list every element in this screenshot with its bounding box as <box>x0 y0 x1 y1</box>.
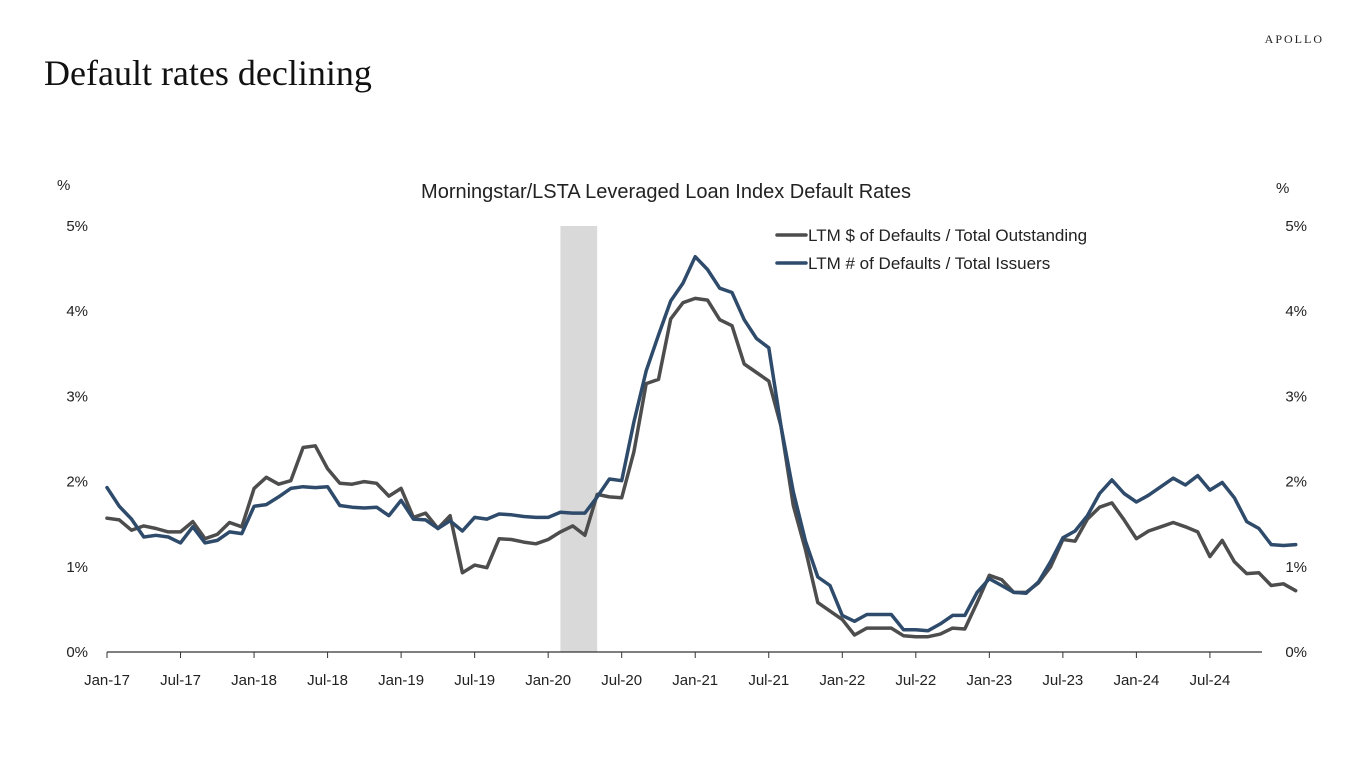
x-tick-label: Jul-24 <box>1189 672 1230 689</box>
recession-shade <box>560 226 598 652</box>
y-tick-label-right: 2% <box>1285 474 1307 491</box>
x-tick-label: Jan-24 <box>1113 672 1159 689</box>
series-line-1 <box>105 296 1298 639</box>
x-tick-label: Jul-17 <box>160 672 201 689</box>
x-tick-label: Jan-18 <box>231 672 277 689</box>
x-tick-label: Jan-23 <box>966 672 1012 689</box>
chart-lines <box>105 254 1298 639</box>
legend: LTM $ of Defaults / Total Outstanding LTM… <box>775 226 1087 273</box>
x-tick-label: Jul-19 <box>454 672 495 689</box>
x-tick-label: Jul-22 <box>895 672 936 689</box>
series-line-2 <box>105 254 1298 633</box>
y-tick-label-left: 2% <box>66 474 88 491</box>
y-unit-right: % <box>1276 180 1289 197</box>
page-title: Default rates declining <box>44 53 372 93</box>
x-tick-label: Jan-17 <box>84 672 130 689</box>
x-tick-label: Jan-19 <box>378 672 424 689</box>
y-tick-label-left: 4% <box>66 303 88 320</box>
y-tick-label-right: 4% <box>1285 303 1307 320</box>
y-tick-label-left: 0% <box>66 644 88 661</box>
y-tick-label-left: 1% <box>66 559 88 576</box>
x-tick-label: Jan-22 <box>819 672 865 689</box>
y-tick-label-right: 0% <box>1285 644 1307 661</box>
y-tick-label-right: 3% <box>1285 388 1307 405</box>
x-tick-label: Jul-18 <box>307 672 348 689</box>
y-unit-left: % <box>57 177 70 194</box>
y-tick-label-left: 5% <box>66 218 88 235</box>
y-tick-label-right: 1% <box>1285 559 1307 576</box>
chart-title: Morningstar/LSTA Leveraged Loan Index De… <box>421 181 911 203</box>
chart-axes: Jan-17 Jul-17 Jan-18 Jul-18 Jan-19 Jul-19 Jan-… <box>66 218 1307 689</box>
brand-logo: APOLLO <box>1264 32 1324 46</box>
y-tick-label-right: 5% <box>1285 218 1307 235</box>
legend-label-2: LTM # of Defaults / Total Issuers <box>808 254 1050 273</box>
x-tick-label: Jan-20 <box>525 672 571 689</box>
x-tick-label: Jul-23 <box>1042 672 1083 689</box>
x-tick-label: Jul-21 <box>748 672 789 689</box>
x-tick-label: Jul-20 <box>601 672 642 689</box>
x-tick-label: Jan-21 <box>672 672 718 689</box>
y-tick-label-left: 3% <box>66 388 88 405</box>
legend-label-1: LTM $ of Defaults / Total Outstanding <box>808 226 1087 245</box>
